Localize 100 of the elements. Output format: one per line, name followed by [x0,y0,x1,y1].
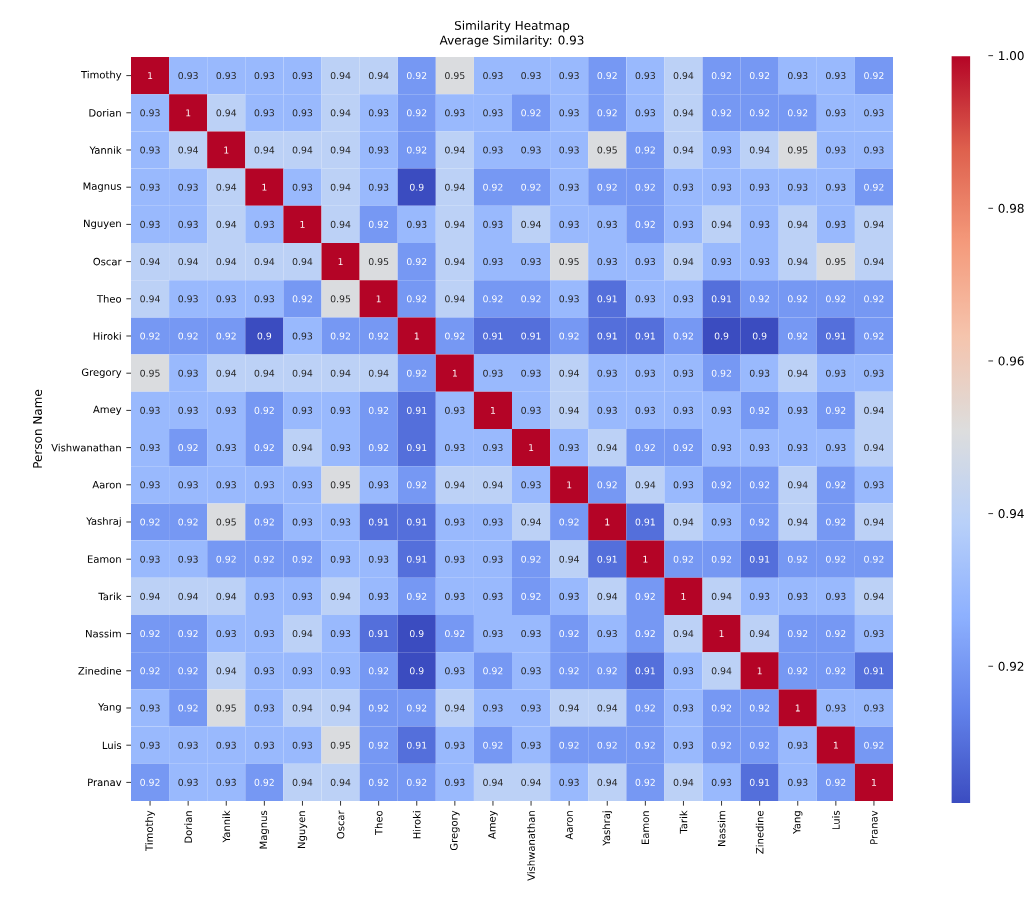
data-label: 0.93 [140,444,160,452]
data-label: 0.94 [673,109,694,117]
data-label: 0.94 [864,406,884,414]
data-label: 0.93 [673,369,694,377]
data-label: 0.93 [787,592,808,600]
data-label: 0.94 [483,481,503,489]
data-label: 0.93 [673,406,694,414]
data-label: 0.95 [216,518,236,526]
data-label: 0.92 [635,592,655,600]
data-label: 0.94 [216,258,237,266]
data-label: 0.93 [368,146,389,154]
data-label: 0.93 [445,444,465,452]
color-bar-label: 0.94 [998,509,1024,519]
data-label: 0.92 [406,592,427,600]
x-tick-label: Yang [793,811,803,834]
data-label: 0.93 [140,109,160,117]
data-label: 0.93 [864,481,884,489]
data-label: 1 [872,779,877,786]
data-label: 0.93 [826,369,846,377]
data-label: 0.92 [521,592,541,600]
data-label: 1 [452,369,457,377]
data-label: 0.92 [178,518,198,526]
x-tick-label: Pranav [870,810,878,844]
data-label: 0.93 [330,406,351,414]
data-label: 0.92 [406,704,427,712]
data-label: 0.94 [254,258,275,266]
data-label: 0.95 [445,72,465,80]
data-label: 0.94 [216,592,237,600]
data-label: 0.95 [597,146,617,154]
data-label: 0.92 [406,146,427,154]
data-label: 0.93 [292,481,313,489]
data-label: 0.93 [826,72,846,80]
data-label: 0.93 [330,444,351,452]
data-label: 0.93 [445,667,465,675]
data-label: 0.93 [826,704,846,712]
data-label: 0.9 [752,332,767,340]
data-label: 0.93 [711,406,732,414]
data-label: 0.93 [673,481,694,489]
data-label: 0.91 [635,518,655,526]
data-label: 0.93 [559,109,579,117]
data-label: 0.94 [216,109,237,117]
data-label: 0.93 [445,406,465,414]
x-tick-label: Tarik [679,810,688,834]
data-label: 0.9 [409,630,424,638]
data-label: 0.92 [292,555,312,563]
data-label: 0.93 [292,592,313,600]
data-label: 0.93 [483,369,503,377]
data-label: 0.92 [406,109,427,117]
data-label: 0.93 [330,555,351,563]
data-label: 0.93 [254,592,274,600]
data-label: 1 [491,407,496,414]
data-label: 0.93 [292,72,313,80]
data-label: 0.95 [140,369,160,377]
data-label: 1 [262,183,267,191]
data-label: 0.93 [864,369,884,377]
y-tick-label: Gregory [81,368,122,378]
data-label: 0.94 [445,258,465,266]
data-label: 0.92 [559,741,579,749]
data-label: 0.92 [330,332,350,340]
data-label: 0.93 [787,444,808,452]
chart-subtitle: Average Similarity: 0.93 [439,35,584,47]
data-label: 0.93 [368,555,389,563]
data-label: 0.94 [330,220,351,228]
data-label: 0.93 [787,183,808,191]
data-label: 0.93 [521,741,541,749]
data-label: 0.93 [178,220,198,228]
data-label: 0.95 [216,704,236,712]
data-label: 0.94 [368,369,389,377]
data-label: 0.91 [597,332,617,340]
data-label: 0.91 [406,406,427,414]
data-label: 0.92 [597,109,617,117]
data-label: 0.93 [216,72,236,80]
data-label: 0.92 [521,295,541,303]
x-tick-label: Eamon [641,811,650,845]
data-label: 0.93 [483,630,503,638]
data-label: 0.93 [597,220,617,228]
data-label: 0.94 [559,406,580,414]
data-label: 0.92 [483,741,503,749]
data-label: 0.93 [864,146,884,154]
data-label: 0.93 [559,295,579,303]
data-label: 0.93 [864,630,884,638]
data-label: 0.94 [597,704,618,712]
data-label: 0.94 [330,704,351,712]
data-label: 0.93 [216,481,236,489]
data-label: 0.93 [216,778,236,786]
data-label: 0.9 [409,667,424,675]
data-label: 0.94 [140,592,160,600]
data-label: 0.94 [521,220,541,228]
data-label: 0.93 [787,72,808,80]
data-label: 0.92 [559,667,579,675]
data-label: 0.92 [864,332,884,340]
data-label: 0.93 [216,295,236,303]
data-label: 0.92 [711,369,731,377]
data-label: 0.92 [826,778,846,786]
data-label: 1 [338,258,343,265]
data-label: 1 [414,332,419,340]
data-label: 0.92 [749,481,770,489]
data-label: 0.94 [292,369,313,377]
data-label: 0.92 [787,555,808,563]
data-label: 0.94 [178,258,199,266]
